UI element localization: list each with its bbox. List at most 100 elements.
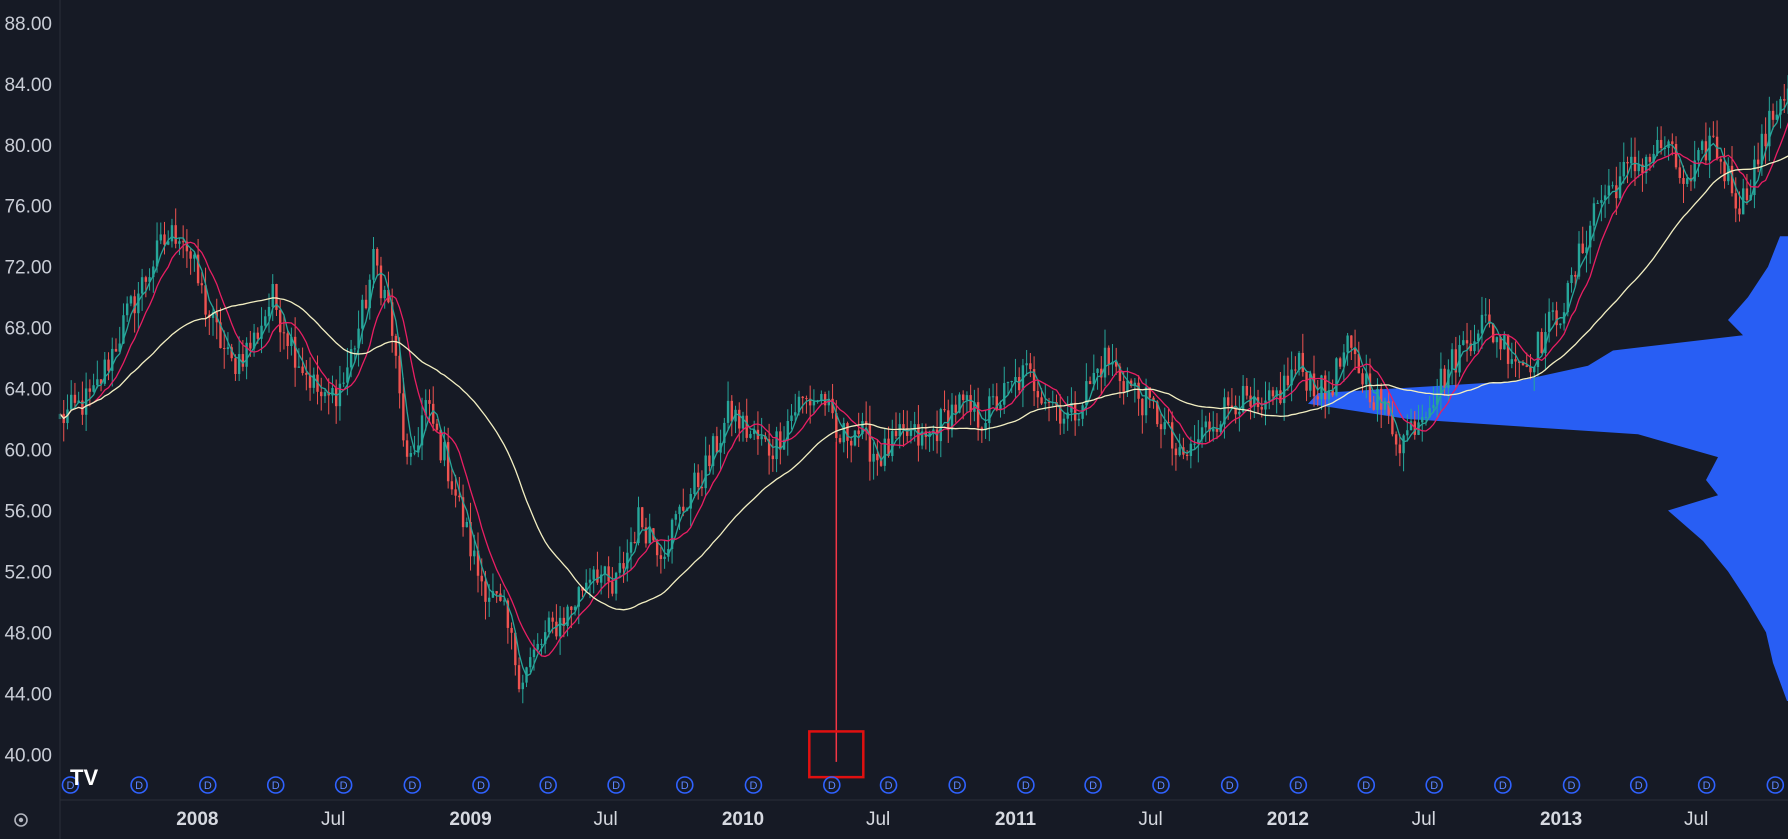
- candle-body-up: [1275, 390, 1278, 397]
- dividend-marker[interactable]: D: [607, 776, 625, 794]
- candle-body-up: [1077, 418, 1081, 421]
- dividend-marker[interactable]: D: [1220, 776, 1239, 794]
- candle-body-up: [92, 385, 95, 392]
- candle-body-down: [1100, 368, 1103, 378]
- dividend-marker[interactable]: D: [675, 776, 694, 794]
- candle-body-down: [249, 342, 252, 349]
- candle-body-up: [1559, 323, 1562, 326]
- dividend-marker-label: D: [135, 780, 143, 792]
- candle-body-up: [711, 436, 715, 467]
- candle-body-down: [1017, 377, 1021, 391]
- dividend-marker-label: D: [204, 780, 212, 792]
- candle-body-up: [1775, 114, 1779, 120]
- candle-body-down: [1734, 193, 1737, 209]
- candle-body-down: [510, 627, 513, 633]
- dividend-marker[interactable]: D: [1017, 776, 1035, 794]
- candle-body-down: [394, 335, 398, 356]
- candle-body-down: [282, 332, 286, 334]
- dividend-marker-label: D: [828, 780, 836, 792]
- dividend-marker[interactable]: D: [403, 776, 422, 794]
- y-axis[interactable]: 88.00 84.00 80.00 76.00 72.00 68.00 64.00 60.00…: [4, 14, 52, 766]
- candle-body-down: [484, 581, 487, 602]
- candle-body-down: [857, 430, 860, 435]
- candle-body-up: [1320, 375, 1323, 400]
- highlight-box: [808, 730, 865, 779]
- dividend-marker[interactable]: D: [823, 776, 841, 794]
- candle-body-up: [678, 506, 681, 515]
- x-axis[interactable]: 2008 Jul 2009 Jul 2010 Jul 2011 Jul 2012 Jul 2013 J…: [176, 809, 1708, 830]
- candle-body-down: [764, 436, 767, 440]
- candle-body-up: [540, 643, 543, 645]
- dividend-marker[interactable]: D: [266, 776, 285, 794]
- candle-body-up: [536, 643, 539, 650]
- dividend-marker[interactable]: D: [1766, 776, 1785, 794]
- dividend-marker[interactable]: D: [1562, 776, 1581, 794]
- candle-body-up: [1409, 421, 1413, 431]
- candle-body-down: [1730, 165, 1734, 194]
- candle-body-down: [376, 248, 379, 266]
- candle-body-down: [1249, 395, 1252, 407]
- candle-body-up: [950, 404, 954, 431]
- dividend-marker[interactable]: D: [1697, 776, 1716, 794]
- candle-body-down: [398, 355, 401, 394]
- candle-body-down: [1529, 366, 1532, 373]
- candle-body-down: [219, 322, 222, 349]
- candle-body-up: [1495, 337, 1499, 343]
- candle-body-down: [308, 374, 312, 388]
- candle-body-up: [1596, 202, 1599, 204]
- x-tick-label: Jul: [866, 809, 890, 830]
- candle-body-up: [1025, 363, 1028, 366]
- dividend-marker[interactable]: D: [879, 776, 898, 794]
- dividend-marker-label: D: [1430, 780, 1438, 792]
- candle-body-down: [379, 265, 383, 299]
- y-tick-label: 44.00: [4, 684, 52, 705]
- candle-body-up: [211, 311, 215, 318]
- dividend-marker[interactable]: D: [198, 776, 217, 794]
- candle-body-up: [443, 442, 446, 461]
- candle-body-down: [954, 404, 957, 413]
- y-tick-label: 68.00: [4, 319, 52, 340]
- candle-body-down: [402, 393, 405, 441]
- candle-body-up: [118, 343, 121, 352]
- dividend-marker[interactable]: D: [1289, 776, 1308, 794]
- candle-body-up: [723, 422, 726, 443]
- dividend-marker[interactable]: D: [1357, 776, 1376, 794]
- dividend-marker[interactable]: D: [61, 776, 80, 794]
- x-tick-label: Jul: [593, 809, 617, 830]
- candle-body-down: [1088, 381, 1092, 385]
- y-tick-label: 80.00: [4, 136, 52, 157]
- dividend-marker[interactable]: D: [1629, 776, 1648, 794]
- gear-icon[interactable]: [14, 813, 28, 827]
- dividend-marker[interactable]: D: [1152, 776, 1170, 794]
- dividend-marker[interactable]: D: [1084, 776, 1102, 794]
- candle-body-up: [1779, 99, 1782, 115]
- dividend-marker[interactable]: D: [539, 776, 557, 794]
- candle-body-up: [1062, 418, 1066, 424]
- candle-body-down: [1491, 323, 1495, 343]
- candle-body-down: [850, 440, 853, 446]
- candle-body-up: [1435, 393, 1439, 405]
- candle-body-up: [872, 453, 875, 462]
- candle-body-down: [256, 332, 260, 339]
- candle-body-up: [1096, 368, 1099, 373]
- candle-body-down: [633, 542, 636, 544]
- candle-body-up: [573, 606, 577, 610]
- candle-body-down: [476, 550, 480, 576]
- candle-body-up: [663, 556, 666, 559]
- dividend-marker[interactable]: D: [1494, 776, 1512, 794]
- candle-body-up: [532, 649, 536, 658]
- dividend-marker[interactable]: D: [334, 776, 353, 794]
- dividend-marker[interactable]: D: [1425, 776, 1443, 794]
- moving-average-50: [59, 122, 1788, 658]
- candle-body-up: [760, 436, 763, 440]
- dividend-marker[interactable]: D: [948, 776, 967, 794]
- candle-body-up: [1570, 274, 1573, 284]
- dividend-marker[interactable]: D: [130, 776, 148, 794]
- candle-body-up: [752, 429, 756, 434]
- candle-body-down: [1581, 243, 1584, 254]
- dividend-marker[interactable]: D: [744, 776, 763, 794]
- dividend-marker[interactable]: D: [472, 776, 490, 794]
- candle-body-down: [864, 421, 868, 425]
